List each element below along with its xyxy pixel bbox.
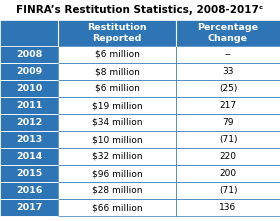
Bar (0, 199, 58, 216)
Bar (176, 80, 280, 97)
Bar (0, 80, 58, 97)
Text: 220: 220 (220, 152, 237, 161)
Bar (58, 46, 176, 63)
Bar (58, 97, 176, 114)
Text: 2017: 2017 (16, 203, 42, 212)
Text: 2015: 2015 (16, 169, 42, 178)
Bar (0, 97, 58, 114)
Text: --: -- (225, 50, 231, 59)
Bar (0, 63, 58, 80)
Text: FINRA’s Restitution Statistics, 2008-2017ᶜ: FINRA’s Restitution Statistics, 2008-201… (17, 5, 263, 15)
Text: $34 million: $34 million (92, 118, 142, 127)
Text: 2012: 2012 (16, 118, 42, 127)
Text: 2010: 2010 (16, 84, 42, 93)
Bar (58, 20, 176, 46)
Bar (58, 63, 176, 80)
Text: 136: 136 (219, 203, 237, 212)
Text: Percentage
Change: Percentage Change (197, 23, 258, 43)
Bar (58, 182, 176, 199)
Bar (176, 20, 280, 46)
Bar (0, 148, 58, 165)
Bar (176, 182, 280, 199)
Bar (176, 148, 280, 165)
Bar (0, 46, 58, 63)
Text: 2009: 2009 (16, 67, 42, 76)
Text: 79: 79 (222, 118, 234, 127)
Bar (58, 114, 176, 131)
Text: $10 million: $10 million (92, 135, 142, 144)
Bar (58, 165, 176, 182)
Text: $8 million: $8 million (95, 67, 139, 76)
Text: 200: 200 (220, 169, 237, 178)
Text: $28 million: $28 million (92, 186, 142, 195)
Text: Restitution
Reported: Restitution Reported (87, 23, 147, 43)
Bar (176, 131, 280, 148)
Text: 2011: 2011 (16, 101, 42, 110)
Bar (0, 182, 58, 199)
Bar (176, 63, 280, 80)
Text: $6 million: $6 million (95, 50, 139, 59)
Bar (176, 97, 280, 114)
Bar (0, 131, 58, 148)
Text: 2016: 2016 (16, 186, 42, 195)
Text: (71): (71) (219, 186, 237, 195)
Text: 2013: 2013 (16, 135, 42, 144)
Text: 2008: 2008 (16, 50, 42, 59)
Bar (58, 131, 176, 148)
Text: $96 million: $96 million (92, 169, 142, 178)
Text: $66 million: $66 million (92, 203, 142, 212)
Bar (176, 165, 280, 182)
Bar (0, 20, 58, 46)
Text: (71): (71) (219, 135, 237, 144)
Bar (176, 199, 280, 216)
Bar (176, 114, 280, 131)
Text: 217: 217 (220, 101, 237, 110)
Text: (25): (25) (219, 84, 237, 93)
Text: 2014: 2014 (16, 152, 42, 161)
Bar (58, 199, 176, 216)
Bar (58, 148, 176, 165)
Text: $6 million: $6 million (95, 84, 139, 93)
Bar (0, 165, 58, 182)
Bar (58, 80, 176, 97)
Bar (0, 114, 58, 131)
Bar (176, 46, 280, 63)
Text: $19 million: $19 million (92, 101, 142, 110)
Text: $32 million: $32 million (92, 152, 142, 161)
Text: 33: 33 (222, 67, 234, 76)
